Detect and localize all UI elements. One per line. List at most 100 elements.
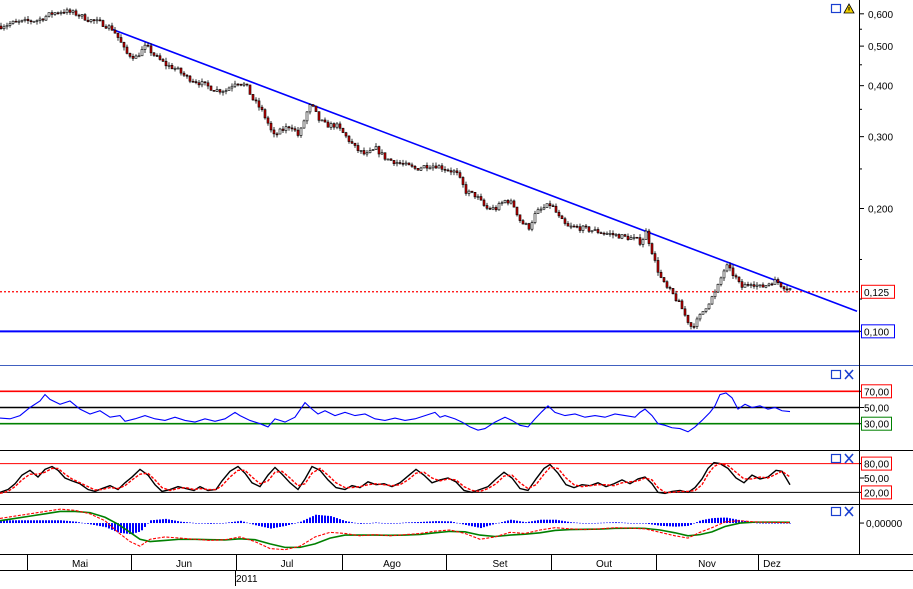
candlestick xyxy=(41,18,45,23)
macd-histogram-bar xyxy=(633,523,635,524)
macd-histogram-bar xyxy=(696,522,698,524)
price-level-label: 0,100 xyxy=(864,327,889,338)
time-axis: 2011 Mai Jun Jul Ago Set Out Nov Dez xyxy=(27,555,781,586)
candlestick xyxy=(554,203,558,213)
candle-body xyxy=(761,284,765,288)
macd-histogram-bar xyxy=(603,522,605,524)
candle-body xyxy=(365,152,369,155)
candlestick xyxy=(611,230,615,239)
candle-body xyxy=(29,20,33,23)
macd-histogram-bar xyxy=(450,521,452,524)
candlestick xyxy=(473,191,477,199)
macd-histogram-bar xyxy=(324,515,326,524)
macd-histogram-bar xyxy=(471,523,473,527)
macd-histogram-bar xyxy=(0,520,2,524)
candle-body xyxy=(602,232,606,235)
candle-body xyxy=(680,300,684,310)
macd-histogram-bar xyxy=(270,523,272,529)
candlestick xyxy=(158,53,162,61)
candle-body xyxy=(251,94,255,101)
candle-body xyxy=(113,29,117,34)
candle-body xyxy=(71,10,75,13)
macd-line xyxy=(0,508,791,551)
candle-body xyxy=(449,170,453,173)
maximize-icon[interactable] xyxy=(830,453,842,464)
candlestick xyxy=(404,160,408,166)
candle-body xyxy=(788,288,792,290)
candlestick xyxy=(305,111,309,125)
candlestick xyxy=(410,162,414,168)
candlestick xyxy=(719,276,723,287)
candlestick xyxy=(293,126,297,133)
candle-body xyxy=(260,106,264,110)
macd-histogram-bar xyxy=(582,523,584,524)
macd-histogram-bar xyxy=(666,523,668,527)
candle-body xyxy=(152,52,156,56)
candlestick xyxy=(362,147,366,156)
candlestick xyxy=(392,160,396,167)
macd-histogram-bar xyxy=(498,522,500,524)
maximize-icon[interactable] xyxy=(830,506,842,517)
macd-histogram-bar xyxy=(321,515,323,524)
macd-histogram-bar xyxy=(552,519,554,524)
price-tick-label: 0,300 xyxy=(868,133,893,144)
close-icon[interactable] xyxy=(844,453,854,464)
maximize-icon[interactable] xyxy=(830,3,842,14)
month-label: Ago xyxy=(383,559,401,570)
candle-body xyxy=(608,233,612,235)
macd-histogram-bar xyxy=(198,523,200,524)
macd-histogram-bar xyxy=(81,522,83,524)
macd-histogram-bar xyxy=(453,522,455,524)
candle-body xyxy=(380,152,384,155)
candlestick xyxy=(626,233,630,241)
candlestick xyxy=(629,235,633,240)
macd-histogram-bar xyxy=(156,519,158,524)
candlestick xyxy=(560,214,564,220)
candle-body xyxy=(395,162,399,165)
candle-body xyxy=(329,123,333,128)
candlestick xyxy=(386,158,390,161)
year-label: 2011 xyxy=(236,574,258,585)
candlestick xyxy=(650,242,654,256)
candlestick xyxy=(734,273,738,280)
candlestick xyxy=(737,276,741,284)
candle-body xyxy=(95,19,99,22)
candlestick xyxy=(395,159,399,167)
macd-histogram-bar xyxy=(714,517,716,524)
candle-body xyxy=(704,308,708,312)
candlestick xyxy=(704,308,708,314)
candlestick xyxy=(257,97,261,111)
candle-body xyxy=(677,300,681,303)
macd-histogram-bar xyxy=(648,523,650,525)
rsi-tick-label: 70,00 xyxy=(864,387,889,398)
macd-histogram-bar xyxy=(486,523,488,527)
candle-body xyxy=(38,18,42,21)
candle-body xyxy=(389,158,393,161)
maximize-icon[interactable] xyxy=(830,369,842,380)
macd-histogram-bar xyxy=(342,520,344,524)
macd-histogram-bar xyxy=(513,520,515,524)
candle-body xyxy=(455,170,459,173)
candle-body xyxy=(41,18,45,21)
candle-body xyxy=(416,168,420,171)
close-icon[interactable] xyxy=(844,369,854,380)
candlestick xyxy=(533,210,537,225)
candlestick xyxy=(83,13,87,21)
candle-body xyxy=(308,104,312,113)
macd-histogram-bar xyxy=(348,521,350,524)
candlestick xyxy=(263,108,267,120)
candle-body xyxy=(119,37,123,43)
candlestick xyxy=(485,202,489,211)
candle-body xyxy=(35,20,39,22)
candle-body xyxy=(281,128,285,131)
close-icon[interactable] xyxy=(844,506,854,517)
candle-body xyxy=(299,127,303,136)
candlestick xyxy=(14,18,18,23)
candlestick xyxy=(389,158,393,161)
candle-body xyxy=(242,83,246,86)
macd-histogram-bar xyxy=(186,522,188,524)
candle-body xyxy=(65,9,69,13)
alert-icon[interactable] xyxy=(843,3,855,14)
macd-histogram-bar xyxy=(3,520,5,524)
candle-body xyxy=(632,236,636,239)
